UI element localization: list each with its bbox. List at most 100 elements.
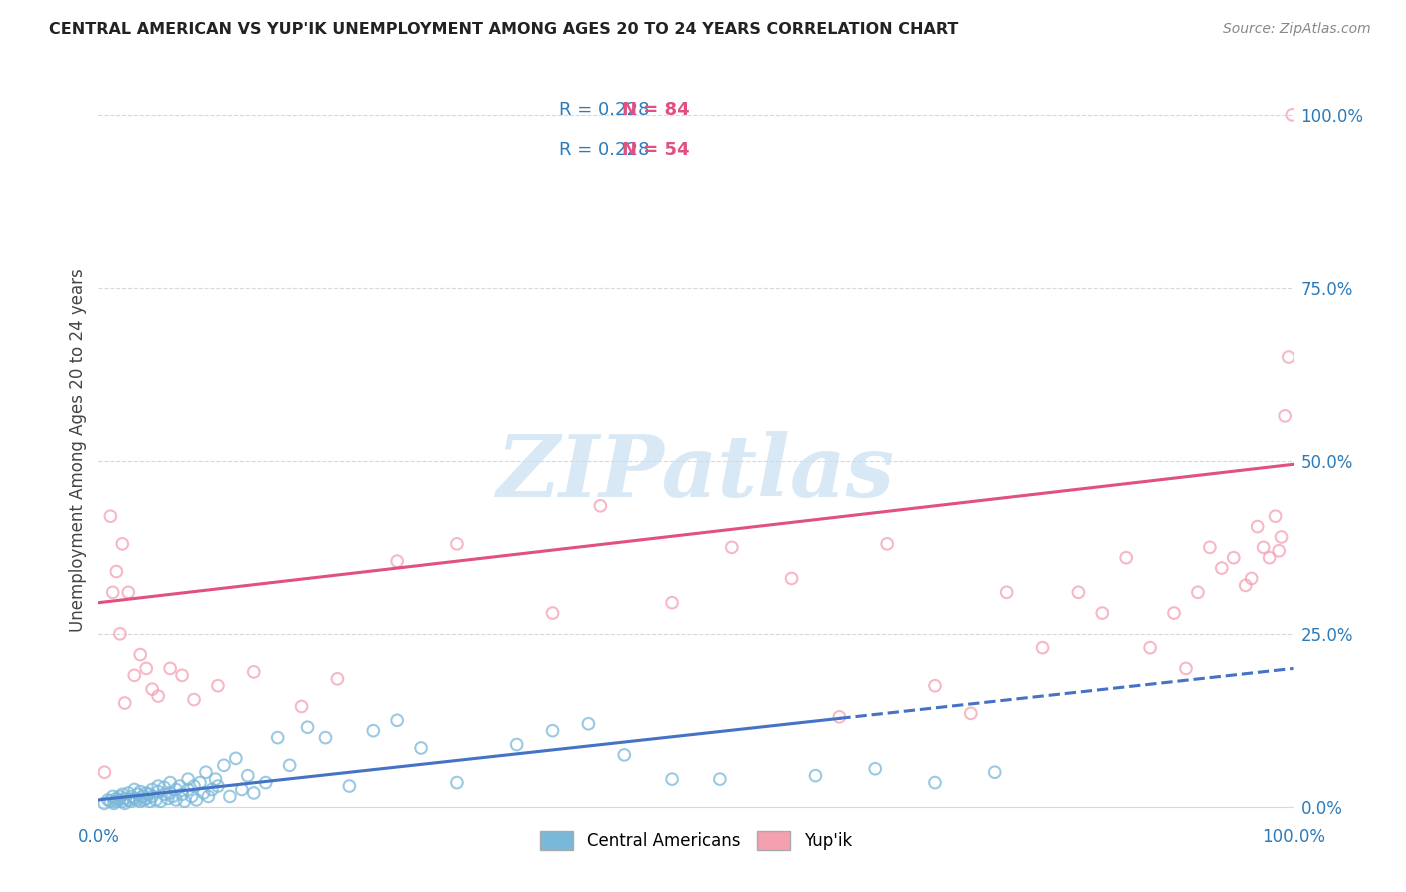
Point [111, 537, 134, 551]
Point [339, 779, 361, 793]
Point [108, 627, 131, 641]
Point [135, 661, 157, 675]
Point [1247, 519, 1270, 533]
Point [1163, 606, 1185, 620]
Point [172, 788, 194, 802]
Point [129, 784, 152, 798]
Point [165, 782, 187, 797]
Point [804, 769, 827, 783]
Point [93, 797, 115, 811]
Point [162, 789, 184, 804]
Point [145, 793, 167, 807]
Point [1067, 585, 1090, 599]
Point [385, 714, 409, 728]
Point [114, 797, 136, 811]
Point [315, 731, 337, 745]
Point [141, 789, 163, 804]
Point [108, 789, 131, 804]
Point [709, 772, 731, 786]
Point [125, 793, 148, 807]
Point [135, 791, 157, 805]
Point [589, 499, 612, 513]
Point [1139, 640, 1161, 655]
Point [225, 751, 247, 765]
Point [326, 672, 349, 686]
Point [195, 765, 218, 780]
Point [148, 779, 170, 793]
Point [1175, 661, 1198, 675]
Point [101, 789, 124, 804]
Point [1223, 550, 1246, 565]
Point [1268, 543, 1291, 558]
Point [159, 661, 181, 675]
Point [984, 765, 1007, 780]
Point [153, 780, 176, 795]
Point [506, 738, 529, 752]
Point [291, 699, 314, 714]
Point [107, 793, 129, 807]
Point [141, 682, 163, 697]
Point [183, 779, 205, 793]
Point [177, 772, 200, 786]
Point [1258, 550, 1281, 565]
Point [105, 791, 128, 805]
Point [1211, 561, 1233, 575]
Point [153, 788, 176, 802]
Point [98, 794, 122, 808]
Point [1274, 409, 1296, 423]
Point [120, 794, 142, 808]
Point [411, 741, 433, 756]
Point [138, 788, 160, 802]
Point [114, 696, 136, 710]
Point [960, 706, 983, 721]
Point [924, 679, 946, 693]
Point [180, 789, 202, 804]
Point [172, 668, 194, 682]
Point [201, 782, 224, 797]
Point [212, 758, 235, 772]
Point [995, 585, 1018, 599]
Point [141, 782, 163, 797]
Point [1271, 530, 1294, 544]
Point [124, 668, 146, 682]
Point [1091, 606, 1114, 620]
Point [661, 596, 683, 610]
Point [165, 793, 187, 807]
Point [385, 554, 409, 568]
Point [1187, 585, 1209, 599]
Y-axis label: Unemployment Among Ages 20 to 24 years: Unemployment Among Ages 20 to 24 years [69, 268, 87, 632]
Text: N = 84: N = 84 [621, 101, 690, 119]
Point [721, 541, 744, 555]
Point [124, 782, 146, 797]
Point [243, 786, 266, 800]
Point [1281, 108, 1303, 122]
Point [117, 786, 139, 800]
Point [924, 775, 946, 789]
Point [131, 789, 153, 804]
Point [111, 788, 134, 802]
Point [578, 716, 600, 731]
Point [159, 775, 181, 789]
Point [105, 794, 128, 808]
Point [780, 572, 803, 586]
Point [297, 720, 319, 734]
Point [207, 679, 229, 693]
Point [231, 782, 253, 797]
Point [1278, 350, 1301, 364]
Point [139, 794, 162, 808]
Point [97, 793, 120, 807]
Text: R = 0.228: R = 0.228 [558, 101, 650, 119]
Point [93, 765, 115, 780]
Text: N = 54: N = 54 [621, 141, 689, 159]
Point [197, 789, 219, 804]
Point [541, 723, 564, 738]
Point [148, 689, 170, 703]
Point [446, 775, 468, 789]
Point [105, 565, 128, 579]
Point [121, 789, 143, 804]
Point [183, 692, 205, 706]
Point [135, 786, 157, 800]
Point [876, 537, 898, 551]
Point [1032, 640, 1054, 655]
Point [1264, 509, 1286, 524]
